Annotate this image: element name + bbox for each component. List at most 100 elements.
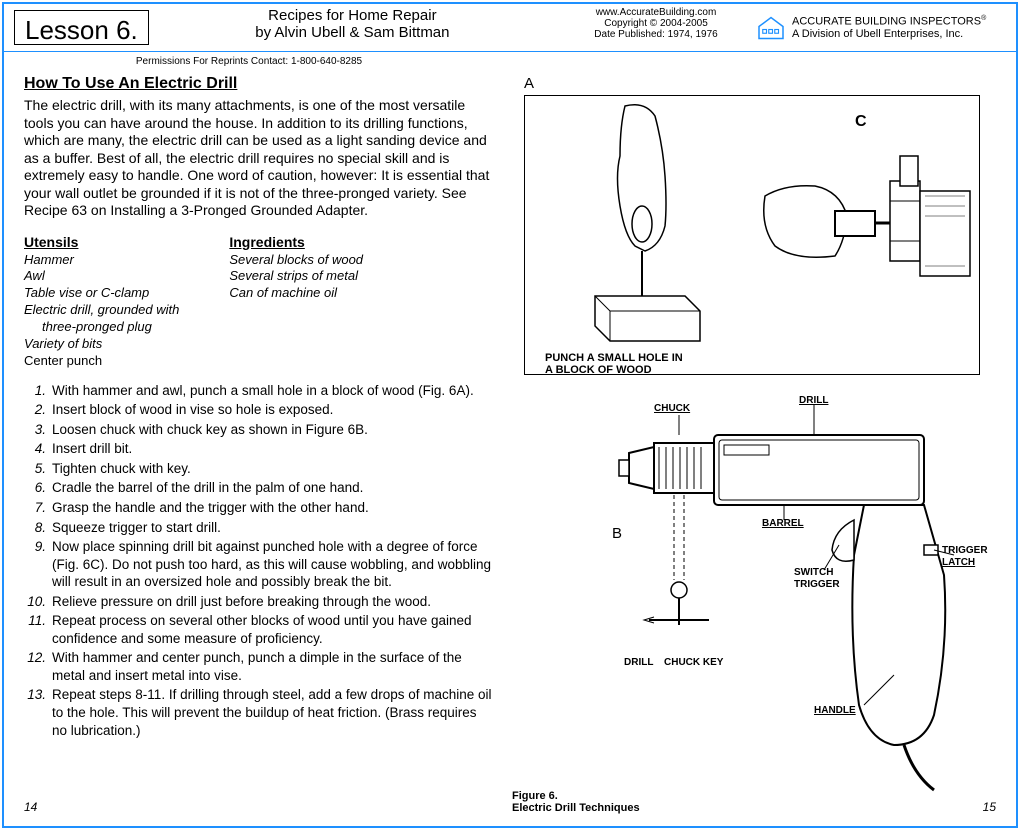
ingredients-list: Ingredients Several blocks of wood Sever… xyxy=(229,234,363,370)
step-text: Squeeze trigger to start drill. xyxy=(52,519,494,537)
step: 12. With hammer and center punch, punch a… xyxy=(24,649,494,684)
copyright: Copyright © 2004-2005 xyxy=(556,18,756,29)
step-text: Relieve pressure on drill just before br… xyxy=(52,593,494,611)
step-num: 9. xyxy=(24,538,46,591)
step-num: 5. xyxy=(24,460,46,478)
company-name: ACCURATE BUILDING INSPECTORS xyxy=(792,16,981,28)
step-text: Now place spinning drill bit against pun… xyxy=(52,538,494,591)
right-column: A C xyxy=(524,75,984,741)
date-published: Date Published: 1974, 1976 xyxy=(556,29,756,40)
lesson-number: Lesson 6. xyxy=(14,10,149,45)
step-num: 3. xyxy=(24,421,46,439)
registered-mark: ® xyxy=(981,15,986,22)
list-item: Several blocks of wood xyxy=(229,252,363,269)
drill-diagram: CHUCK DRILL BARREL SWITCH TRIGGER TRIGGE… xyxy=(524,395,984,815)
step-num: 1. xyxy=(24,382,46,400)
list-item: three-pronged plug xyxy=(24,319,179,336)
step-num: 10. xyxy=(24,593,46,611)
label-barrel: BARREL xyxy=(762,518,804,529)
figure-title: Electric Drill Techniques xyxy=(512,802,640,814)
step-text: With hammer and center punch, punch a di… xyxy=(52,649,494,684)
header-meta: www.AccurateBuilding.com Copyright © 200… xyxy=(556,4,756,51)
list-item: Electric drill, grounded with xyxy=(24,302,179,319)
utensils-head: Utensils xyxy=(24,234,179,250)
label-chuck: CHUCK xyxy=(654,403,690,414)
page-number-right: 15 xyxy=(983,800,996,814)
step: 6. Cradle the barrel of the drill in the … xyxy=(24,479,494,497)
lists-row: Utensils Hammer Awl Table vise or C-clam… xyxy=(24,234,494,370)
step-num: 7. xyxy=(24,499,46,517)
header-company: ACCURATE BUILDING INSPECTORS® A Division… xyxy=(756,4,1016,51)
house-icon xyxy=(756,16,786,40)
step-num: 4. xyxy=(24,440,46,458)
step-num: 12. xyxy=(24,649,46,684)
label-drill2: DRILL xyxy=(624,657,653,668)
page-number-left: 14 xyxy=(24,800,37,814)
company-division: A Division of Ubell Enterprises, Inc. xyxy=(792,28,963,40)
step-text: Insert drill bit. xyxy=(52,440,494,458)
step: 8. Squeeze trigger to start drill. xyxy=(24,519,494,537)
figure-label-a: A xyxy=(524,75,534,92)
article-title: How To Use An Electric Drill xyxy=(24,75,494,93)
step-text: Repeat steps 8-11. If drilling through s… xyxy=(52,686,494,739)
figure-a-c-box: C PUNCH A SMALL HOLE IN xyxy=(524,95,980,375)
book-authors: by Alvin Ubell & Sam Bittman xyxy=(149,24,556,41)
list-item: Awl xyxy=(24,268,179,285)
list-item: Hammer xyxy=(24,252,179,269)
label-chuck-key: CHUCK KEY xyxy=(664,657,723,668)
step: 2. Insert block of wood in vise so hole i… xyxy=(24,401,494,419)
step-text: Insert block of wood in vise so hole is … xyxy=(52,401,494,419)
figure-ac-illustration: C PUNCH A SMALL HOLE IN xyxy=(525,96,981,376)
label-handle: HANDLE xyxy=(814,705,856,716)
step: 13. Repeat steps 8-11. If drilling throug… xyxy=(24,686,494,739)
figure-number: Figure 6. xyxy=(512,790,558,802)
content: How To Use An Electric Drill The electri… xyxy=(4,75,1016,741)
list-item: Can of machine oil xyxy=(229,285,363,302)
step-text: Grasp the handle and the trigger with th… xyxy=(52,499,494,517)
figure-caption: Figure 6. Electric Drill Techniques xyxy=(512,790,640,814)
step: 5. Tighten chuck with key. xyxy=(24,460,494,478)
step: 1. With hammer and awl, punch a small hol… xyxy=(24,382,494,400)
step-num: 2. xyxy=(24,401,46,419)
step: 7. Grasp the handle and the trigger with … xyxy=(24,499,494,517)
step-num: 6. xyxy=(24,479,46,497)
step: 9.Now place spinning drill bit against p… xyxy=(24,538,494,591)
step: 11. Repeat process on several other block… xyxy=(24,612,494,647)
step-num: 8. xyxy=(24,519,46,537)
company-text: ACCURATE BUILDING INSPECTORS® A Division… xyxy=(792,15,986,40)
label-trigger: TRIGGER xyxy=(794,579,840,590)
header: Lesson 6. Recipes for Home Repair by Alv… xyxy=(4,4,1016,52)
permissions-line: Permissions For Reprints Contact: 1-800-… xyxy=(4,56,494,67)
ingredients-head: Ingredients xyxy=(229,234,363,250)
step: 4. Insert drill bit. xyxy=(24,440,494,458)
step-text: Repeat process on several other blocks o… xyxy=(52,612,494,647)
step-text: Cradle the barrel of the drill in the pa… xyxy=(52,479,494,497)
step-text: Tighten chuck with key. xyxy=(52,460,494,478)
label-switch: SWITCH xyxy=(794,567,833,578)
steps-list: 1. With hammer and awl, punch a small hol… xyxy=(24,382,494,739)
book-title: Recipes for Home Repair xyxy=(149,7,556,24)
list-item: Table vise or C-clamp xyxy=(24,285,179,302)
page-container: Lesson 6. Recipes for Home Repair by Alv… xyxy=(2,2,1018,828)
utensils-list: Utensils Hammer Awl Table vise or C-clam… xyxy=(24,234,179,370)
step-num: 13. xyxy=(24,686,46,739)
svg-text:PUNCH A SMALL HOLE IN: PUNCH A SMALL HOLE IN xyxy=(545,352,683,364)
left-column: How To Use An Electric Drill The electri… xyxy=(24,75,494,741)
intro-paragraph: The electric drill, with its many attach… xyxy=(24,97,494,220)
drill-illustration xyxy=(524,395,984,815)
step: 3. Loosen chuck with chuck key as shown i… xyxy=(24,421,494,439)
step-text: Loosen chuck with chuck key as shown in … xyxy=(52,421,494,439)
label-trigger-latch-l1: TRIGGER xyxy=(942,545,988,556)
website-url: www.AccurateBuilding.com xyxy=(556,7,756,18)
svg-text:A BLOCK OF WOOD: A BLOCK OF WOOD xyxy=(545,364,652,376)
list-item: Center punch xyxy=(24,353,179,370)
step: 10. Relieve pressure on drill just before… xyxy=(24,593,494,611)
label-drill: DRILL xyxy=(799,395,828,406)
figure-label-c: C xyxy=(855,113,867,130)
step-text: With hammer and awl, punch a small hole … xyxy=(52,382,494,400)
list-item: Variety of bits xyxy=(24,336,179,353)
header-title: Recipes for Home Repair by Alvin Ubell &… xyxy=(149,4,556,51)
label-trigger-latch-l2: LATCH xyxy=(942,557,975,568)
step-num: 11. xyxy=(24,612,46,647)
list-item: Several strips of metal xyxy=(229,268,363,285)
